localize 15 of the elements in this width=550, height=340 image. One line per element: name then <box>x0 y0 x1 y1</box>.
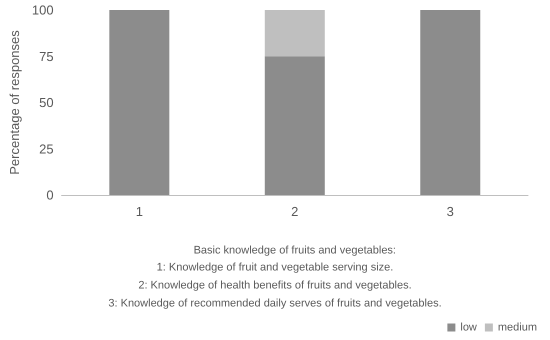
legend-label: low <box>460 322 477 334</box>
y-tick-label: 100 <box>32 2 54 18</box>
y-tick-label: 75 <box>39 48 54 64</box>
y-axis-title: Percentage of responses <box>7 30 22 175</box>
legend-label: medium <box>498 322 537 334</box>
x-axis-title: Basic knowledge of fruits and vegetables: <box>194 244 396 256</box>
x-tick-label: 1 <box>136 204 143 219</box>
y-tick-label: 50 <box>39 95 54 110</box>
text: 2: Knowledge of health benefits of fruits and vegetables. <box>138 280 412 292</box>
x-tick-label: 3 <box>446 204 454 219</box>
text: 3: Knowledge of recommended daily serves of fruits and vegetables. <box>108 298 442 310</box>
y-tick-label: 0 <box>46 188 54 202</box>
x-tick-label: 2 <box>291 204 298 219</box>
y-tick-label: 25 <box>39 141 54 156</box>
text: 1: Knowledge of fruit and vegetable serving size. <box>156 262 394 274</box>
